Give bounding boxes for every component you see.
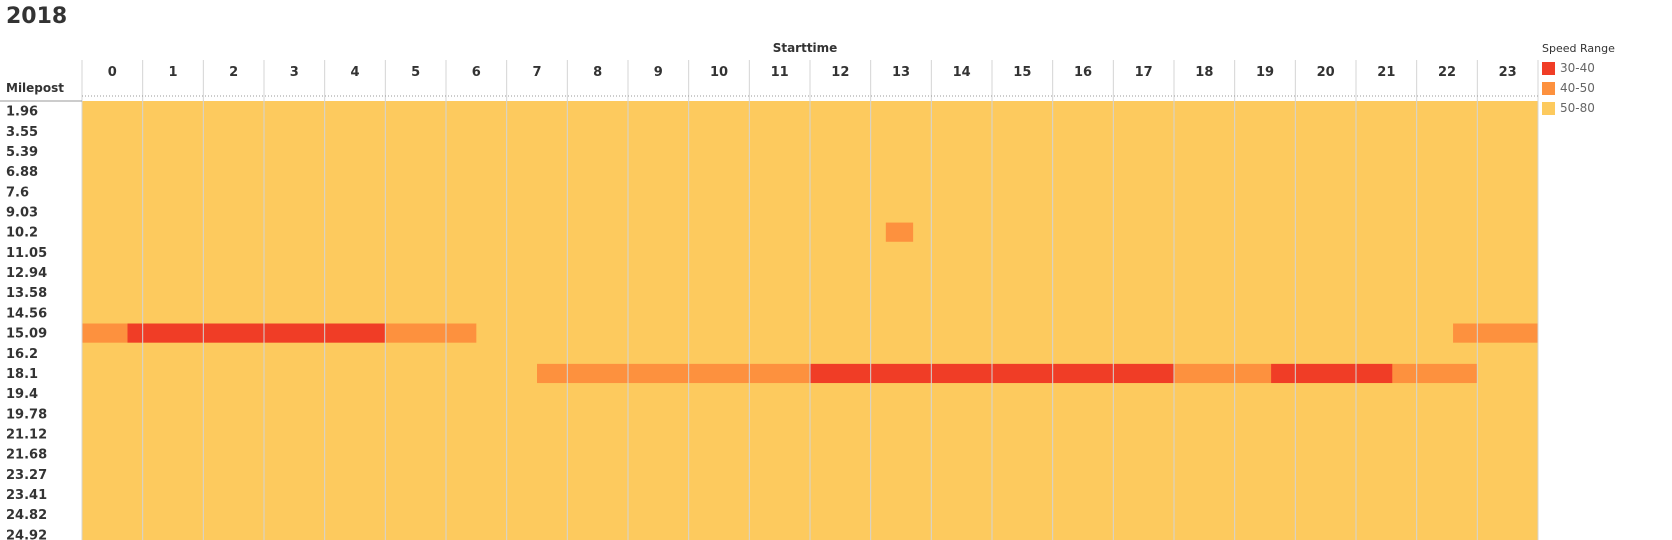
legend-swatch	[1542, 101, 1555, 115]
x-tick-label: 17	[1135, 65, 1153, 80]
legend-label: 40-50	[1560, 81, 1595, 95]
y-tick-label: 13.58	[6, 286, 47, 301]
legend-item-50-80[interactable]: 50-80	[1542, 98, 1615, 118]
legend-title: Speed Range	[1542, 42, 1615, 55]
y-tick-label: 24.82	[6, 508, 47, 523]
x-tick-label: 3	[290, 65, 299, 80]
y-tick-label: 5.39	[6, 145, 38, 160]
x-tick-label: 12	[831, 65, 849, 80]
x-tick-label: 11	[771, 65, 789, 80]
heatmap-cell[interactable]	[885, 222, 914, 242]
x-tick-label: 6	[472, 65, 481, 80]
heatmap-chart: Starttime Milepost 0 1 2 3 4 5 6 7 8 9 10 11 12 13 14 1…	[0, 41, 1539, 540]
x-tick-label: 14	[953, 65, 971, 80]
x-tick-label: 7	[532, 65, 541, 80]
y-axis-title: Milepost	[6, 81, 64, 95]
y-tick-label: 7.6	[6, 185, 29, 200]
y-tick-label: 19.4	[6, 387, 38, 402]
chart-title: 2018	[6, 4, 68, 29]
heatmap-gridlines	[0, 60, 1539, 540]
y-tick-label: 1.96	[6, 105, 38, 120]
legend-swatch	[1542, 81, 1555, 95]
heatmap-cell[interactable]	[385, 323, 477, 343]
heatmap-cell[interactable]	[1174, 363, 1272, 384]
x-tick-label: 15	[1013, 65, 1031, 80]
x-tick-label: 1	[168, 65, 177, 80]
y-tick-label: 19.78	[6, 407, 47, 422]
x-axis-title: Starttime	[773, 41, 838, 55]
y-tick-label: 9.03	[6, 206, 38, 221]
x-tick-label: 16	[1074, 65, 1092, 80]
y-tick-label: 16.2	[6, 347, 38, 362]
legend-item-30-40[interactable]: 30-40	[1542, 58, 1615, 78]
x-tick-label: 5	[411, 65, 420, 80]
heatmap-cell[interactable]	[1453, 323, 1538, 343]
y-tick-labels: 1.96 3.55 5.39 6.88 7.6 9.03 10.2 11.05 12.94 13.…	[6, 105, 47, 540]
y-tick-label: 6.88	[6, 165, 38, 180]
heatmap-cell[interactable]	[127, 323, 386, 343]
x-tick-label: 19	[1256, 65, 1274, 80]
y-tick-label: 3.55	[6, 125, 38, 140]
x-tick-label: 10	[710, 65, 728, 80]
x-tick-label: 2	[229, 65, 238, 80]
legend-swatch	[1542, 61, 1555, 75]
heatmap-cell[interactable]	[82, 323, 128, 343]
x-tick-labels: 0 1 2 3 4 5 6 7 8 9 10 11 12 13 14 15 16 17 18 19 20 21 22 23	[108, 65, 1517, 80]
heatmap-cell[interactable]	[537, 363, 810, 384]
heatmap-cell[interactable]	[1392, 363, 1478, 384]
x-tick-label: 9	[654, 65, 663, 80]
legend-label: 50-80	[1560, 101, 1595, 115]
y-tick-label: 21.68	[6, 448, 47, 463]
y-tick-label: 18.1	[6, 367, 38, 382]
heatmap-cells	[82, 222, 1538, 384]
legend-item-40-50[interactable]: 40-50	[1542, 78, 1615, 98]
x-tick-label: 13	[892, 65, 910, 80]
y-tick-label: 15.09	[6, 327, 47, 342]
y-tick-label: 23.27	[6, 468, 47, 483]
y-tick-label: 11.05	[6, 246, 47, 261]
x-tick-label: 20	[1317, 65, 1335, 80]
y-tick-label: 21.12	[6, 428, 47, 443]
x-tick-label: 23	[1499, 65, 1517, 80]
x-tick-label: 18	[1195, 65, 1213, 80]
legend-label: 30-40	[1560, 61, 1595, 75]
y-tick-label: 23.41	[6, 488, 47, 503]
legend: Speed Range 30-40 40-50 50-80	[1542, 42, 1615, 118]
x-tick-label: 0	[108, 65, 117, 80]
y-tick-label: 14.56	[6, 306, 47, 321]
x-tick-label: 22	[1438, 65, 1456, 80]
heatmap-cell[interactable]	[1271, 363, 1393, 384]
x-tick-label: 8	[593, 65, 602, 80]
y-tick-label: 10.2	[6, 226, 38, 241]
y-tick-label: 12.94	[6, 266, 47, 281]
y-tick-label: 24.92	[6, 528, 47, 540]
x-tick-label: 4	[350, 65, 359, 80]
x-tick-label: 21	[1377, 65, 1395, 80]
